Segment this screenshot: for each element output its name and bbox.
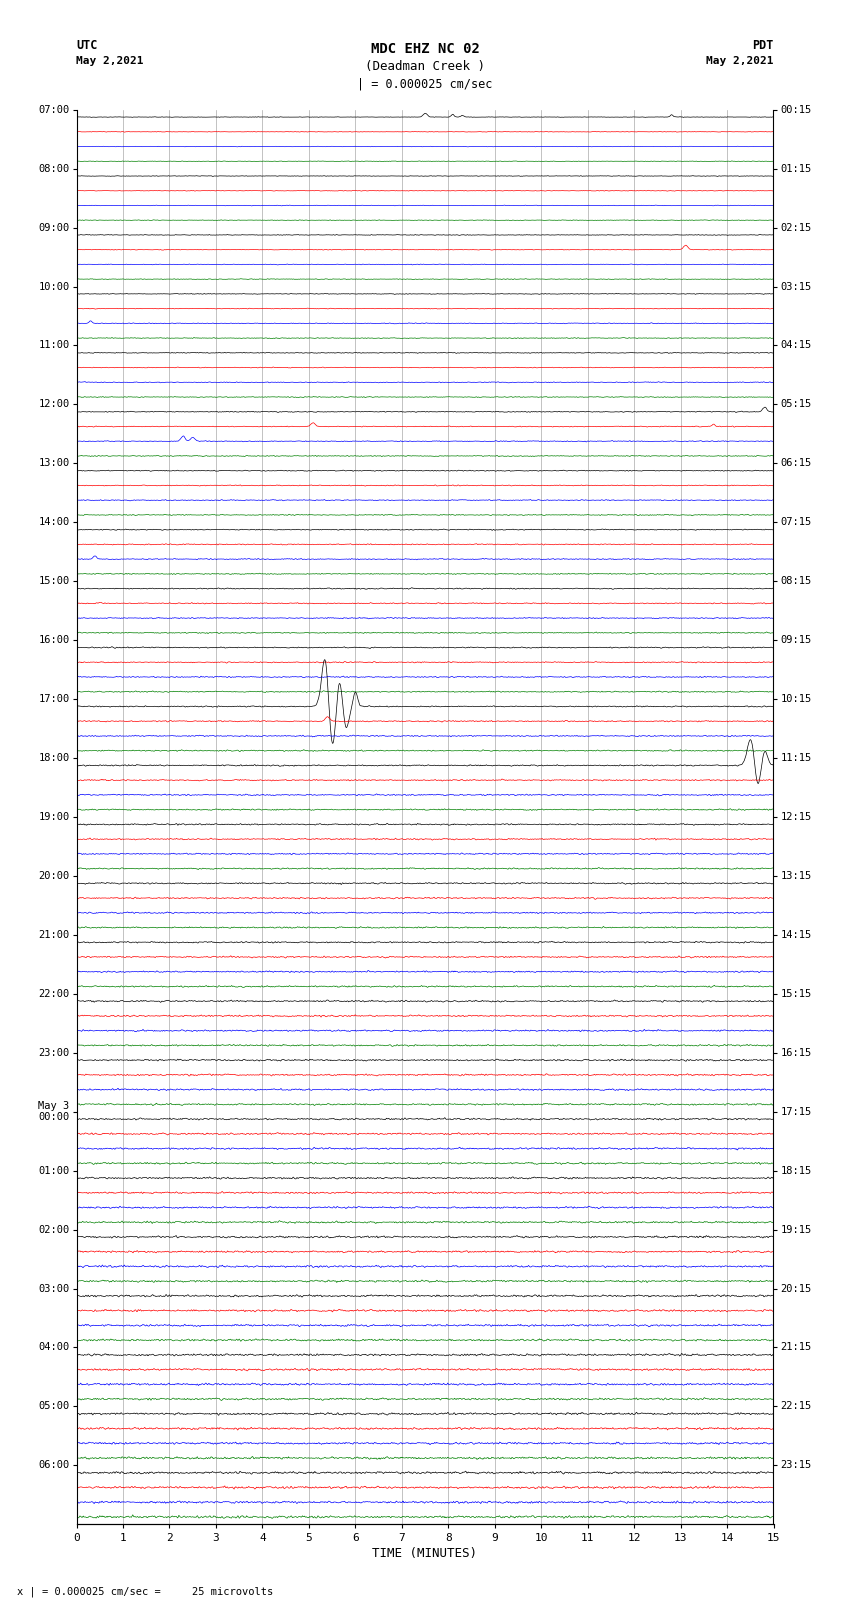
Text: | = 0.000025 cm/sec: | = 0.000025 cm/sec xyxy=(357,77,493,90)
Text: PDT: PDT xyxy=(752,39,774,52)
Text: (Deadman Creek ): (Deadman Creek ) xyxy=(365,60,485,73)
Text: May 2,2021: May 2,2021 xyxy=(76,56,144,66)
X-axis label: TIME (MINUTES): TIME (MINUTES) xyxy=(372,1547,478,1560)
Text: May 2,2021: May 2,2021 xyxy=(706,56,774,66)
Text: MDC EHZ NC 02: MDC EHZ NC 02 xyxy=(371,42,479,56)
Text: x | = 0.000025 cm/sec =     25 microvolts: x | = 0.000025 cm/sec = 25 microvolts xyxy=(17,1586,273,1597)
Text: UTC: UTC xyxy=(76,39,98,52)
